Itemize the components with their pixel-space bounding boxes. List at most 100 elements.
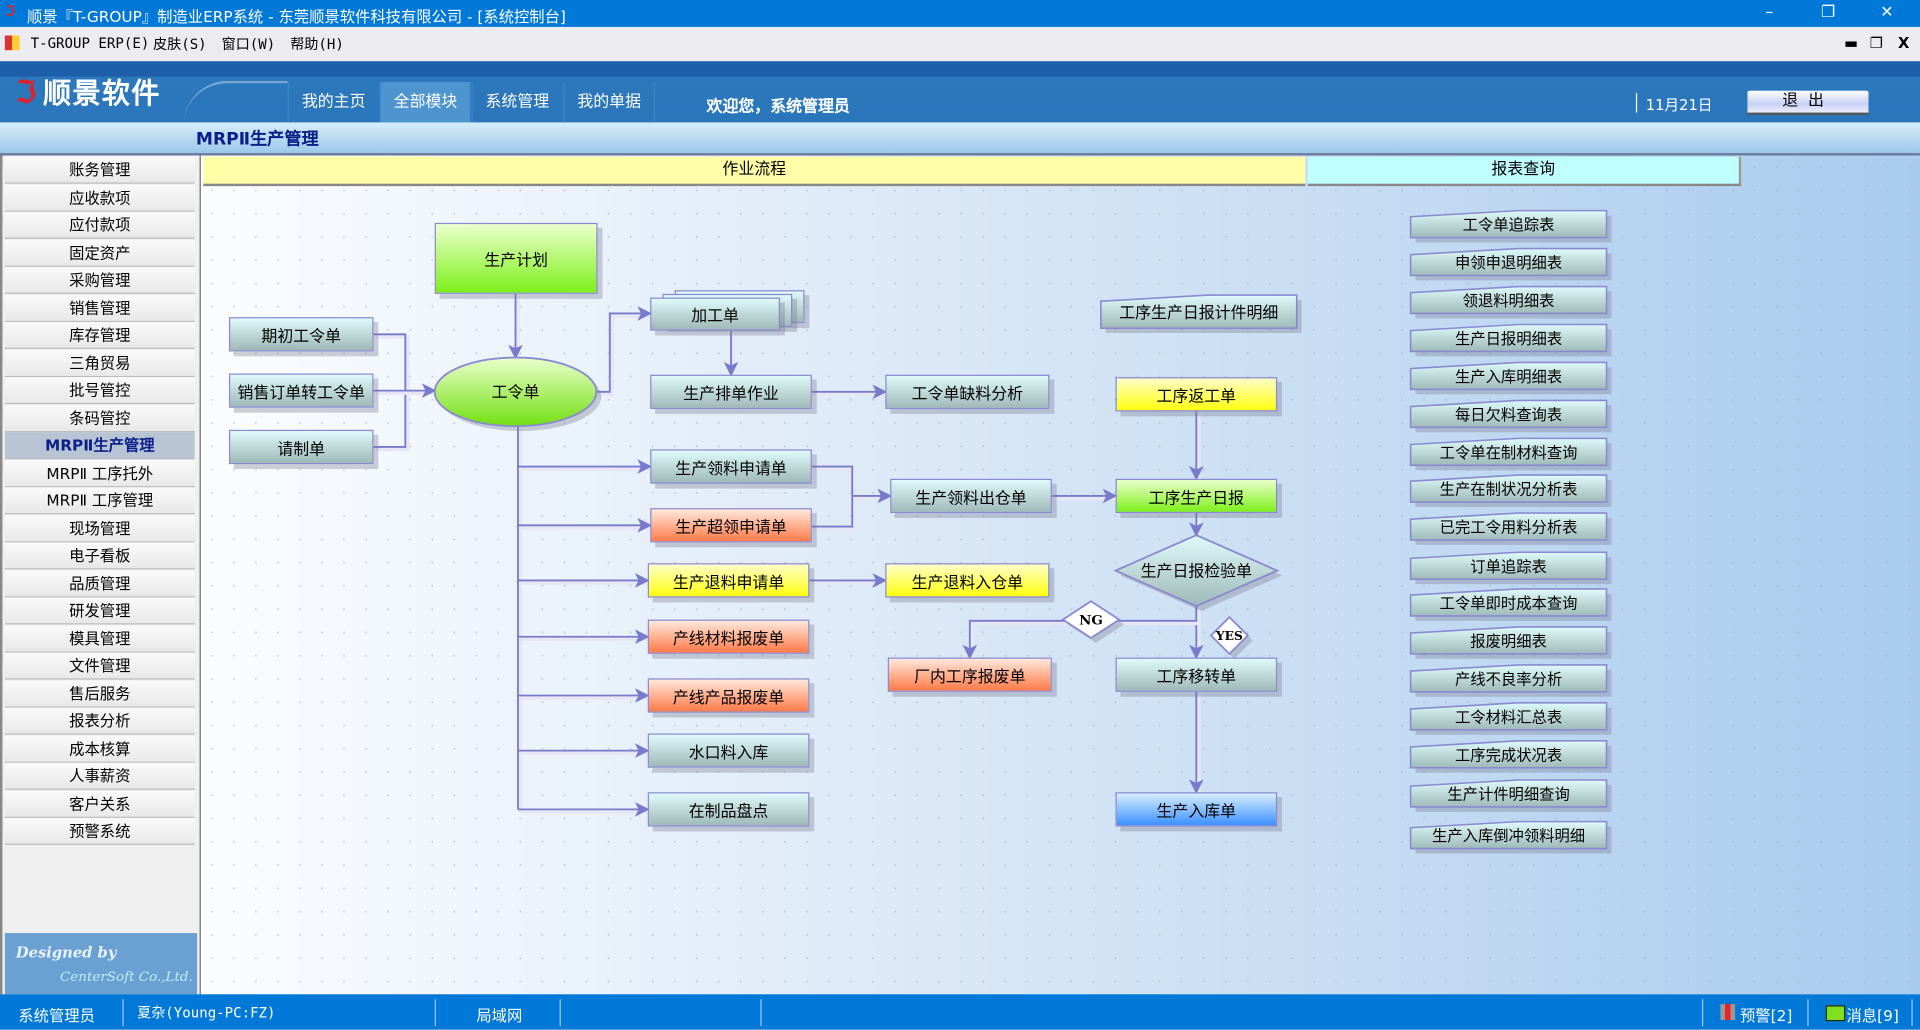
flow-node-transfer[interactable]: 工序移转单 — [1115, 657, 1278, 692]
sidebar-item[interactable]: 采购管理 — [4, 266, 195, 294]
flow-node-line-product-scrap[interactable]: 产线产品报废单 — [647, 678, 810, 713]
sidebar-item[interactable]: 成本核算 — [4, 735, 195, 763]
sidebar-item[interactable]: MRPⅡ 工序管理 — [4, 487, 195, 515]
sidebar-item[interactable]: 预警系统 — [4, 817, 195, 845]
report-query-button[interactable]: 生产计件明细查询 — [1409, 779, 1612, 812]
messages-button[interactable]: 消息[9] — [1846, 1006, 1899, 1025]
menu-window[interactable]: 窗口(W) — [221, 35, 276, 53]
nav-system-admin[interactable]: 系统管理 — [471, 82, 562, 123]
report-query-button[interactable]: 工令单追踪表 — [1409, 209, 1612, 243]
minimize-button[interactable]: – — [1765, 3, 1774, 23]
sidebar-item[interactable]: MRPⅡ生产管理 — [4, 432, 195, 460]
report-query-button[interactable]: 生产入库倒冲领料明细 — [1409, 820, 1612, 854]
sidebar-item[interactable]: 固定资产 — [4, 239, 195, 267]
sidebar-item[interactable]: 应收款项 — [4, 184, 195, 212]
flow-node-return-request[interactable]: 生产退料申请单 — [647, 563, 810, 598]
report-query-button[interactable]: 工序完成状况表 — [1409, 740, 1612, 773]
mdi-close-button[interactable]: X — [1897, 34, 1910, 52]
close-button[interactable]: ✕ — [1880, 3, 1894, 23]
sidebar-item[interactable]: 三角贸易 — [4, 349, 195, 377]
flow-node-inspection-label[interactable]: 生产日报检验单 — [1141, 561, 1252, 580]
flow-node-stock-in[interactable]: 生产入库单 — [1115, 792, 1278, 827]
flow-node-sprue-in[interactable]: 水口料入库 — [647, 733, 810, 768]
sidebar-item[interactable]: 文件管理 — [4, 652, 195, 680]
exit-button[interactable]: 退出 — [1747, 90, 1869, 116]
designed-by-banner: Designed by CenterSoft Co.,Ltd. — [4, 933, 198, 995]
flow-node-return-in[interactable]: 生产退料入仓单 — [885, 563, 1050, 598]
flow-node-inspection[interactable] — [1113, 534, 1280, 608]
sidebar-item[interactable]: 应付款项 — [4, 211, 195, 239]
nav-my-home[interactable]: 我的主页 — [287, 82, 379, 123]
report-query-button[interactable]: 订单追踪表 — [1409, 551, 1612, 585]
mdi-restore-button[interactable]: ❐ — [1869, 34, 1883, 52]
report-query-button[interactable]: 生产入库明细表 — [1409, 361, 1612, 395]
sidebar-item[interactable]: 条码管控 — [4, 404, 195, 432]
menu-skin[interactable]: 皮肤(S) — [153, 35, 207, 53]
app-logo-icon: ℑ — [4, 2, 16, 20]
report-shape — [1409, 588, 1612, 621]
flow-node-pick-out[interactable]: 生产领料出仓单 — [890, 478, 1052, 514]
flow-node-plan[interactable]: 生产计划 — [434, 222, 598, 294]
ng-label[interactable]: NG — [1079, 612, 1103, 628]
report-query-button[interactable]: 报废明细表 — [1409, 626, 1612, 659]
sidebar-item[interactable]: 品质管理 — [4, 570, 195, 597]
tab-workflow[interactable]: 作业流程 — [203, 156, 1306, 187]
flow-node-processing[interactable]: 加工单 — [650, 297, 781, 331]
flow-node-label: 厂内工序报废单 — [914, 667, 1026, 687]
mdi-minimize-button[interactable]: ▬ — [1844, 34, 1858, 52]
sidebar-item[interactable]: 模具管理 — [4, 625, 195, 653]
flow-node-daily-report[interactable]: 工序生产日报 — [1115, 478, 1278, 514]
flow-node-wip-count[interactable]: 在制品盘点 — [647, 792, 810, 827]
flow-node-over-pick[interactable]: 生产超领申请单 — [650, 508, 812, 543]
restore-button[interactable]: ❐ — [1821, 3, 1836, 23]
report-query-button[interactable]: 每日欠料查询表 — [1409, 399, 1612, 433]
app-header: ℑ 顺景软件 我的主页 全部模块 系统管理 我的单据 欢迎您，系统管理员 11月2… — [0, 61, 1920, 123]
report-query-button[interactable]: 已完工令用料分析表 — [1409, 512, 1612, 545]
report-shape — [1409, 209, 1612, 243]
flow-node-pick-request[interactable]: 生产领料申请单 — [650, 449, 812, 484]
report-query-button[interactable]: 工令单在制材料查询 — [1409, 437, 1612, 471]
report-query-button[interactable]: 生产在制状况分析表 — [1409, 474, 1612, 507]
flow-node-work-order-label[interactable]: 工令单 — [492, 383, 540, 402]
report-query-button[interactable]: 生产日报明细表 — [1409, 323, 1612, 357]
sidebar-item[interactable]: 电子看板 — [4, 542, 195, 570]
nav-my-documents[interactable]: 我的单据 — [563, 82, 656, 123]
flow-node-rework[interactable]: 工序返工单 — [1115, 377, 1278, 412]
report-query-button[interactable]: 工令材料汇总表 — [1409, 702, 1612, 735]
sidebar-item[interactable]: 账务管理 — [4, 156, 195, 184]
grid-dots — [200, 155, 1920, 995]
flow-node-scheduling[interactable]: 生产排单作业 — [650, 374, 812, 409]
report-query-button[interactable]: 申领申退明细表 — [1409, 247, 1612, 281]
report-query-button[interactable]: 产线不良率分析 — [1409, 664, 1612, 697]
report-label: 领退料明细表 — [1462, 291, 1555, 310]
sidebar-item[interactable]: 销售管理 — [4, 294, 195, 322]
flow-node-line-material-scrap[interactable]: 产线材料报废单 — [647, 619, 810, 654]
sidebar-item[interactable]: 人事薪资 — [4, 762, 195, 790]
flow-node-shortage[interactable]: 工令单缺料分析 — [885, 374, 1050, 409]
flow-node-so-to-wo[interactable]: 销售订单转工令单 — [228, 373, 374, 408]
sidebar-item[interactable]: 研发管理 — [4, 597, 195, 625]
module-title-bar: MRPⅡ生产管理 — [0, 122, 1920, 156]
sidebar-item[interactable]: 客户关系 — [4, 790, 195, 818]
sidebar-item[interactable]: 现场管理 — [4, 514, 195, 542]
report-query-button[interactable]: 领退料明细表 — [1409, 285, 1612, 319]
flow-node-work-order[interactable] — [433, 356, 598, 428]
tab-report-query[interactable]: 报表查询 — [1307, 156, 1742, 187]
flow-node-inhouse-scrap[interactable]: 厂内工序报废单 — [887, 657, 1052, 692]
sidebar-item[interactable]: 售后服务 — [4, 680, 195, 708]
alerts-button[interactable]: 预警[2] — [1740, 1006, 1793, 1025]
sidebar-item[interactable]: MRPⅡ 工序托外 — [4, 459, 195, 487]
menu-tgroup-erp[interactable]: T-GROUP ERP(E) — [30, 34, 150, 52]
flow-node-piece-detail[interactable]: 工序生产日报计件明细 — [1119, 303, 1278, 322]
report-query-button[interactable]: 工令单即时成本查询 — [1409, 588, 1612, 621]
sidebar-item[interactable]: 报表分析 — [4, 707, 195, 735]
sidebar-item[interactable]: 批号管控 — [4, 377, 195, 405]
nav-all-modules[interactable]: 全部模块 — [379, 82, 471, 123]
yes-label[interactable]: YES — [1215, 629, 1243, 643]
flow-node-initial-wo[interactable]: 期初工令单 — [228, 317, 374, 352]
report-label: 每日欠料查询表 — [1454, 405, 1563, 424]
flow-node-request-make[interactable]: 请制单 — [228, 429, 374, 465]
report-label: 生产入库倒冲领料明细 — [1432, 826, 1586, 845]
menu-help[interactable]: 帮助(H) — [290, 35, 344, 53]
sidebar-item[interactable]: 库存管理 — [4, 322, 195, 349]
